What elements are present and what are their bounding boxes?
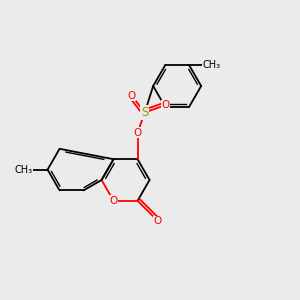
Text: CH₃: CH₃ xyxy=(14,165,33,175)
Text: O: O xyxy=(154,216,162,226)
Text: O: O xyxy=(134,128,142,138)
Text: O: O xyxy=(161,100,169,110)
Text: CH₃: CH₃ xyxy=(203,60,221,70)
Text: S: S xyxy=(141,106,148,119)
Text: O: O xyxy=(110,196,118,206)
Text: O: O xyxy=(128,91,136,100)
